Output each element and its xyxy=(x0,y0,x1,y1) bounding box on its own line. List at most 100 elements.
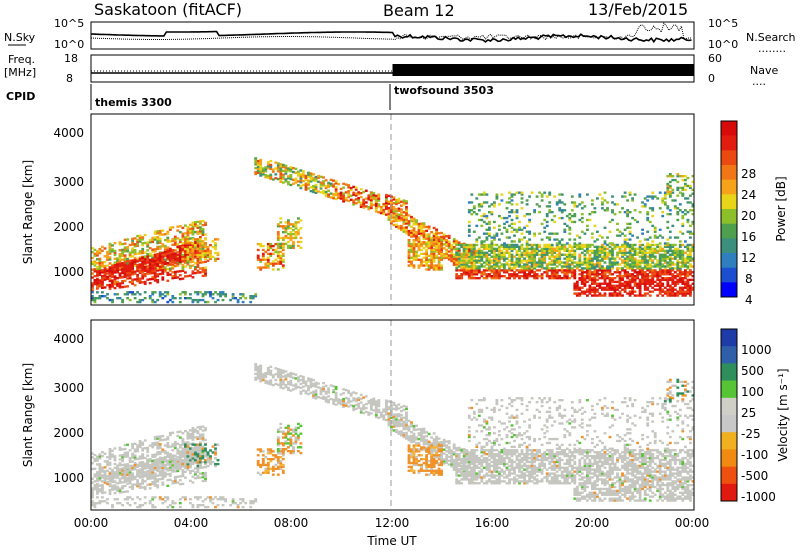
power-cell xyxy=(596,273,599,276)
velocity-cell xyxy=(158,478,162,481)
power-cell xyxy=(173,239,177,242)
power-cell xyxy=(621,259,624,262)
velocity-cell xyxy=(93,457,97,461)
power-cell xyxy=(578,265,582,268)
power-cell xyxy=(628,251,632,254)
power-cell xyxy=(204,270,207,273)
power-cell xyxy=(299,181,303,184)
power-cell xyxy=(618,267,622,270)
power-cell xyxy=(342,186,346,189)
velocity-cell xyxy=(148,477,152,480)
power-cell xyxy=(369,200,373,204)
power-cell xyxy=(96,262,99,265)
power-cell xyxy=(191,255,195,259)
velocity-cell xyxy=(133,462,137,465)
power-cell xyxy=(420,241,423,244)
velocity-cell xyxy=(194,477,197,480)
power-cell xyxy=(588,249,592,253)
power-cell xyxy=(148,241,152,244)
power-cell xyxy=(518,275,521,278)
power-cell xyxy=(206,247,210,251)
power-cell xyxy=(520,228,524,231)
power-cell xyxy=(143,258,147,261)
power-cell xyxy=(432,256,436,259)
power-cell xyxy=(181,267,185,271)
power-cell xyxy=(528,275,532,278)
power-cell xyxy=(623,269,627,272)
power-cell xyxy=(498,255,501,258)
noise-panel: N.Sky 10^5 10^0 10^5 10^0 N.Search .....… xyxy=(4,17,796,55)
velocity-cell xyxy=(98,453,102,456)
power-cell xyxy=(156,298,160,302)
power-cell xyxy=(686,184,690,188)
power-cell xyxy=(289,183,293,187)
power-cell xyxy=(523,257,527,260)
velocity-cell xyxy=(96,455,99,458)
power-cell xyxy=(598,265,602,268)
power-cell xyxy=(663,191,667,194)
power-cell xyxy=(189,297,192,300)
power-cell xyxy=(616,288,619,291)
power-cell xyxy=(161,245,165,248)
velocity-cell xyxy=(163,463,167,467)
power-cell xyxy=(563,230,567,233)
power-cell xyxy=(430,244,434,248)
power-cell xyxy=(611,267,614,270)
power-cell xyxy=(663,269,667,272)
power-cell xyxy=(598,286,602,289)
power-cell xyxy=(201,249,205,253)
noise-traces xyxy=(90,22,692,44)
power-cell xyxy=(608,249,612,253)
velocity-cell xyxy=(131,483,135,487)
power-cell xyxy=(684,269,687,272)
power-cell xyxy=(666,277,670,280)
power-cell xyxy=(658,228,662,231)
power-cell xyxy=(653,195,657,198)
power-cell xyxy=(470,251,474,254)
velocity-cell xyxy=(98,468,102,472)
power-cell xyxy=(520,193,524,196)
power-cell xyxy=(465,269,469,272)
power-cell xyxy=(91,295,94,298)
power-cell xyxy=(691,205,695,208)
power-cell xyxy=(545,213,549,216)
power-cell xyxy=(661,263,665,266)
power-cell xyxy=(671,188,675,192)
power-cell xyxy=(663,273,667,276)
power-panel-frame xyxy=(90,113,695,306)
power-cell xyxy=(334,182,338,185)
power-cell xyxy=(324,179,328,182)
power-cell xyxy=(578,247,582,251)
power-cell xyxy=(668,243,672,247)
power-cell xyxy=(550,247,554,251)
power-cbar-tick-28: 28 xyxy=(741,167,756,181)
power-cell xyxy=(281,254,285,257)
velocity-cell xyxy=(96,485,99,488)
power-cell xyxy=(256,163,260,167)
power-cell xyxy=(618,251,622,254)
power-cell xyxy=(586,257,589,260)
power-cell xyxy=(460,255,464,258)
power-cell xyxy=(171,263,175,266)
power-cell xyxy=(545,224,549,228)
power-cell xyxy=(390,220,393,223)
power-cell xyxy=(593,290,597,293)
power-cell xyxy=(201,295,205,298)
velocity-cell xyxy=(181,453,185,456)
power-cell xyxy=(540,265,544,268)
power-cell xyxy=(327,183,331,187)
power-cell xyxy=(141,256,145,260)
power-cell xyxy=(543,261,547,264)
velocity-cell xyxy=(108,483,112,486)
power-cell xyxy=(189,244,192,247)
power-cell xyxy=(141,236,145,239)
power-cell xyxy=(628,286,632,289)
power-cell xyxy=(276,164,280,167)
power-cell xyxy=(98,267,102,270)
power-cell xyxy=(415,232,418,236)
power-cell xyxy=(113,271,117,274)
power-cell xyxy=(410,229,413,232)
power-cell xyxy=(254,293,258,296)
power-cell xyxy=(586,263,589,266)
power-cell xyxy=(591,278,594,282)
